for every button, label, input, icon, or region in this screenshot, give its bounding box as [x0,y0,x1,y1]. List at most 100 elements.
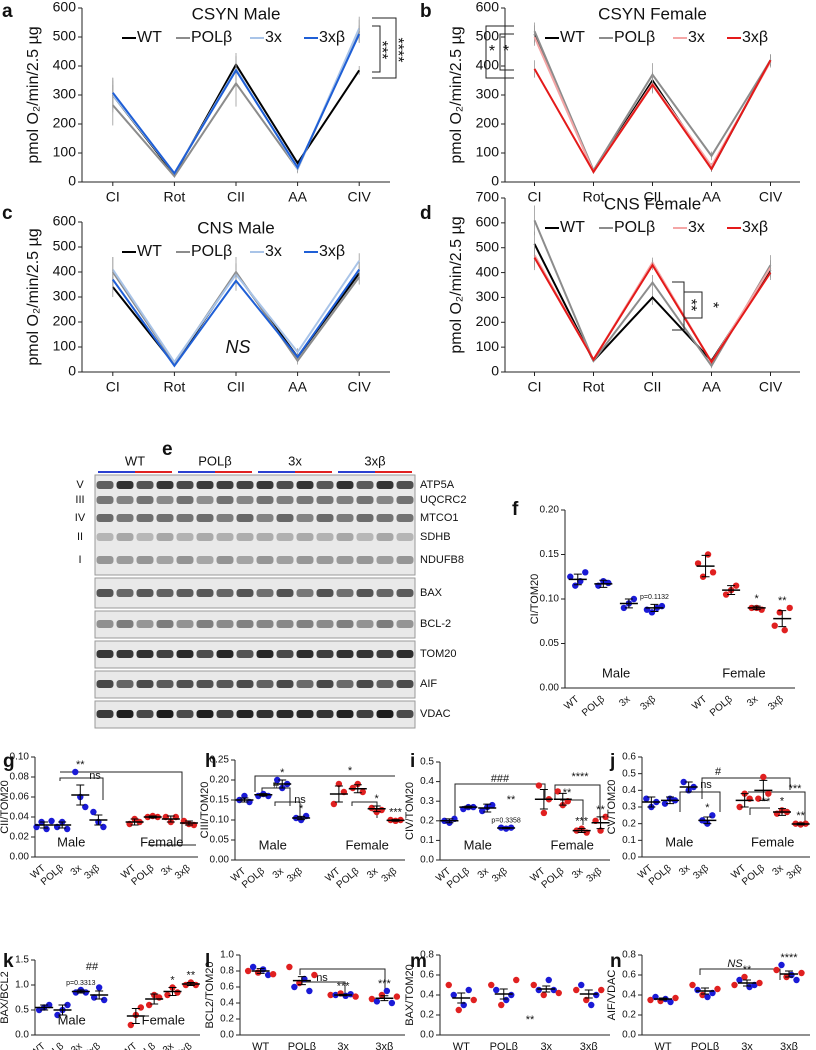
legend-label: 3xβ [319,29,345,46]
blot-band [236,533,254,541]
blot-band [336,533,354,541]
blot-band [236,481,254,489]
blot-band [316,650,334,658]
x-tick-label: 3x [365,866,380,881]
legend-label: 3xβ [742,219,768,236]
panel-letter: c [2,203,13,224]
lane-label: WT [125,453,145,468]
error-bar [58,1004,67,1016]
y-tick-label: 0 [491,173,499,189]
annotation: ### [491,773,510,785]
error-bar [334,785,343,803]
blot-band [236,556,254,564]
complex-label: V [76,479,84,491]
blot-band [96,514,114,522]
y-tick-label: 0.4 [220,998,234,1009]
protein-label: VDAC [420,708,451,720]
y-tick-label: 100 [53,338,77,354]
protein-label: AIF [420,678,437,690]
data-point [465,986,472,994]
x-tick-label: 3x [677,863,692,878]
y-axis-label: pmol O₂/min/2.5 µg [448,216,465,353]
blot-band [236,650,254,658]
error-bar [740,793,749,808]
annotation: ns [316,972,328,984]
blot-band [96,589,114,597]
blot-band [196,514,214,522]
blot-band [296,710,314,718]
blot-band [376,496,394,504]
x-tick-label: WT [252,1041,269,1050]
blot-band [216,620,234,628]
legend-label: 3x [688,29,705,46]
blot-band [256,680,274,688]
blot-panel [94,474,416,576]
blot-band [396,556,414,564]
series-line [112,33,361,176]
annotation: * [704,302,721,308]
chart-title: CNS Male [197,218,274,237]
data-point [535,986,542,994]
blot-band [156,496,174,504]
blot-band [296,533,314,541]
significance-label: ** [596,804,605,816]
panel-letter: h [205,751,217,772]
x-tick-label: 3xβ [285,866,305,885]
blot-band [396,710,414,718]
bracket [254,775,395,792]
x-tick-label: 3x [540,1041,552,1050]
y-axis-label: CIV/TOM20 [404,782,416,840]
data-point [667,998,674,1006]
y-tick-label: 0 [68,363,76,379]
group-label: Male [58,1012,86,1027]
y-tick-label: 500 [53,28,77,44]
error-bar [259,793,268,797]
legend-label: 3x [265,243,282,260]
y-tick-label: 0.08 [10,772,30,783]
error-bar [650,603,659,612]
blot-band [236,514,254,522]
y-tick-label: 0.2 [622,1010,636,1021]
y-tick-label: 0.5 [622,768,636,779]
error-bar [701,987,709,995]
legend-label: POLβ [191,243,232,260]
data-point [450,991,457,999]
blot-band [136,620,154,628]
y-axis-label: AIF/VDAC [606,970,618,1021]
error-bar [577,828,586,834]
y-tick-label: 100 [476,338,500,354]
bracket [454,783,546,822]
annotation: *** [0,0,7,6]
blot-band [156,514,174,522]
significance-label: * [170,974,175,986]
annotation: # [715,766,722,778]
x-tick-label: CI [528,189,542,205]
x-tick-label: POLβ [708,694,735,719]
significance-label: * [755,593,760,605]
data-point [694,560,702,567]
data-point [489,801,496,809]
panel-letter: n [610,951,622,972]
y-axis-label: BCL2/TOM20 [204,961,216,1028]
error-bar [684,781,693,793]
data-point [722,591,730,598]
x-tick-label: 3x [745,694,760,709]
blot-band [336,589,354,597]
data-point [488,981,495,989]
y-tick-label: 0.1 [622,835,636,846]
x-tick-label: 3x [161,1041,176,1050]
y-tick-label: 500 [476,28,500,44]
blot-band [276,710,294,718]
legend-label: POLβ [614,219,655,236]
data-point [373,998,381,1005]
y-tick-label: 500 [476,238,500,254]
blot-band [336,680,354,688]
data-point [661,800,669,807]
x-tick-label: CI [106,189,120,205]
annotation: **** [571,771,589,783]
blot-band [376,680,394,688]
blot-band [396,533,414,541]
y-tick-label: 0 [491,363,499,379]
x-tick-label: 3x [69,1041,84,1050]
blot-band [116,710,134,718]
